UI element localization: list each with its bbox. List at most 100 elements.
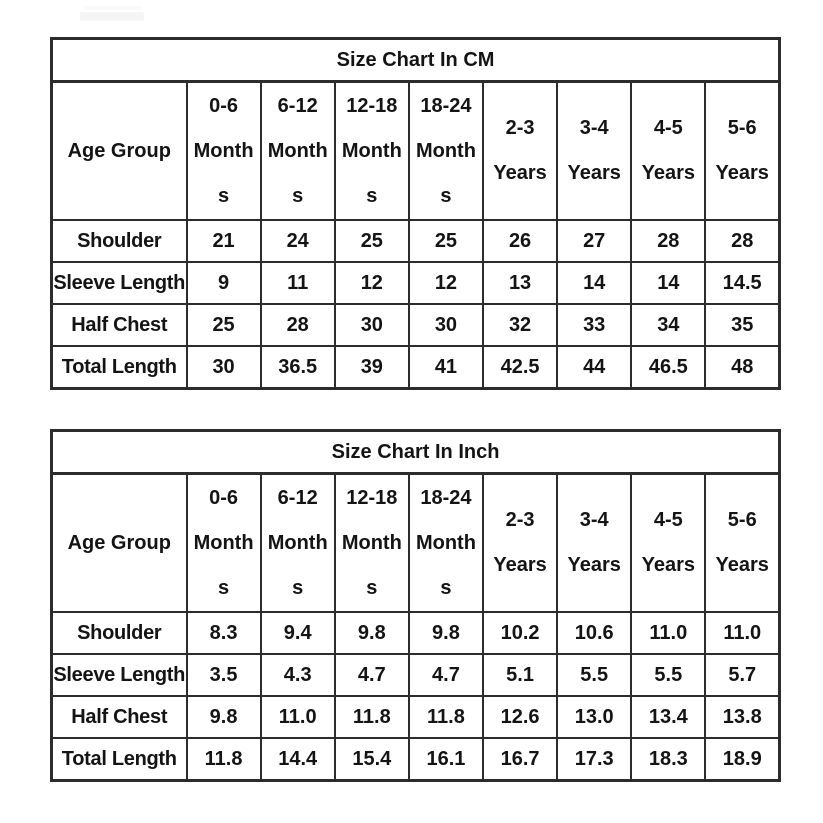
value-cell: 9 — [185, 261, 262, 305]
value-cell: 18.3 — [630, 737, 707, 782]
column-header: 4-5 Years — [630, 472, 707, 613]
column-header-line: 3-4 — [579, 117, 609, 139]
value-cell: 12.6 — [481, 695, 559, 739]
value-cell: 36.5 — [259, 345, 336, 390]
value-cell: 12 — [333, 261, 410, 305]
column-header-line: 6-12 — [277, 94, 318, 117]
value-cell: 17.3 — [556, 737, 633, 782]
table-row: Total Length 30 36.5 39 41 42.5 44 46.5 48 — [50, 345, 781, 390]
column-header: 6-12 Month s — [259, 80, 336, 221]
table-row: Sleeve Length 3.5 4.3 4.7 4.7 5.1 5.5 5.5 5.7 — [50, 653, 781, 697]
value-cell: 11.8 — [185, 737, 262, 782]
value-cell: 5.5 — [556, 653, 633, 697]
table-title-row: Size Chart In CM — [50, 37, 781, 83]
value-cell: 15.4 — [333, 737, 410, 782]
value-cell: 9.8 — [185, 695, 262, 739]
value-cell: 4.3 — [259, 653, 336, 697]
value-cell: 21 — [185, 219, 262, 263]
column-header-line: 4-5 — [653, 117, 683, 139]
column-header-line: 18-24 — [420, 94, 472, 117]
value-cell: 39 — [333, 345, 410, 390]
value-cell: 28 — [259, 303, 336, 347]
column-header-line: Month — [415, 139, 476, 162]
column-header-line: Years — [493, 554, 547, 576]
value-cell: 28 — [704, 219, 781, 263]
table-header-row: Age Group 0-6 Month s 6-12 Month s 12-18 Month s 1… — [50, 472, 781, 613]
column-header-line: Month — [193, 531, 254, 554]
column-header-line: Month — [193, 139, 254, 162]
value-cell: 5.1 — [481, 653, 559, 697]
value-cell: 10.6 — [556, 611, 633, 655]
value-cell: 14.5 — [704, 261, 781, 305]
value-cell: 14 — [556, 261, 633, 305]
column-header-line: s — [366, 576, 378, 599]
value-cell: 16.1 — [407, 737, 485, 782]
row-label: Total Length — [50, 737, 188, 782]
table-row: Half Chest 25 28 30 30 32 33 34 35 — [50, 303, 781, 347]
column-header-line: Month — [415, 531, 476, 554]
column-header-line: 5-6 — [727, 509, 757, 531]
table-title: Size Chart In CM — [50, 37, 781, 83]
column-header-line: 0-6 — [209, 94, 239, 117]
column-header-line: Years — [493, 162, 547, 184]
column-header: 2-3 Years — [481, 472, 559, 613]
age-group-header: Age Group — [50, 80, 188, 221]
column-header: 18-24 Month s — [407, 80, 485, 221]
table-row: Shoulder 8.3 9.4 9.8 9.8 10.2 10.6 11.0 11.0 — [50, 611, 781, 655]
column-header: 18-24 Month s — [407, 472, 485, 613]
table-row: Half Chest 9.8 11.0 11.8 11.8 12.6 13.0 13.4 13.… — [50, 695, 781, 739]
value-cell: 24 — [259, 219, 336, 263]
value-cell: 48 — [704, 345, 781, 390]
value-cell: 44 — [556, 345, 633, 390]
table-header-row: Age Group 0-6 Month s 6-12 Month s 12-18 Month s 1… — [50, 80, 781, 221]
value-cell: 28 — [630, 219, 707, 263]
column-header-line: Month — [267, 139, 328, 162]
row-label: Half Chest — [50, 695, 188, 739]
row-label: Half Chest — [50, 303, 188, 347]
table-row: Shoulder 21 24 25 25 26 27 28 28 — [50, 219, 781, 263]
value-cell: 3.5 — [185, 653, 262, 697]
value-cell: 35 — [704, 303, 781, 347]
value-cell: 42.5 — [481, 345, 559, 390]
column-header-line: s — [440, 184, 452, 207]
column-header-line: Years — [715, 554, 769, 576]
column-header: 4-5 Years — [630, 80, 707, 221]
value-cell: 46.5 — [630, 345, 707, 390]
column-header-line: Month — [341, 139, 402, 162]
age-group-header: Age Group — [50, 472, 188, 613]
value-cell: 41 — [407, 345, 485, 390]
value-cell: 18.9 — [704, 737, 781, 782]
value-cell: 5.5 — [630, 653, 707, 697]
column-header-line: s — [292, 184, 304, 207]
column-header-line: Years — [567, 554, 621, 576]
column-header: 0-6 Month s — [185, 80, 262, 221]
column-header-line: 0-6 — [209, 486, 239, 509]
value-cell: 10.2 — [481, 611, 559, 655]
value-cell: 25 — [333, 219, 410, 263]
value-cell: 11.0 — [704, 611, 781, 655]
value-cell: 4.7 — [333, 653, 410, 697]
value-cell: 14 — [630, 261, 707, 305]
column-header-line: 12-18 — [346, 94, 398, 117]
column-header-line: Years — [567, 162, 621, 184]
value-cell: 25 — [407, 219, 485, 263]
column-header-line: 5-6 — [727, 117, 757, 139]
value-cell: 8.3 — [185, 611, 262, 655]
value-cell: 9.8 — [333, 611, 410, 655]
column-header-line: 4-5 — [653, 509, 683, 531]
row-label: Shoulder — [50, 219, 188, 263]
value-cell: 11 — [259, 261, 336, 305]
row-label: Sleeve Length — [50, 261, 188, 305]
table-title-row: Size Chart In Inch — [50, 429, 781, 475]
column-header: 12-18 Month s — [333, 80, 410, 221]
value-cell: 30 — [407, 303, 485, 347]
value-cell: 27 — [556, 219, 633, 263]
column-header-line: Years — [715, 162, 769, 184]
column-header-line: s — [366, 184, 378, 207]
column-header-line: s — [292, 576, 304, 599]
size-chart-inch-table: Size Chart In Inch Age Group 0-6 Month s 6-12… — [50, 429, 782, 782]
value-cell: 33 — [556, 303, 633, 347]
column-header: 3-4 Years — [556, 472, 633, 613]
value-cell: 11.8 — [407, 695, 485, 739]
table-row: Total Length 11.8 14.4 15.4 16.1 16.7 17.3 18.3… — [50, 737, 781, 782]
